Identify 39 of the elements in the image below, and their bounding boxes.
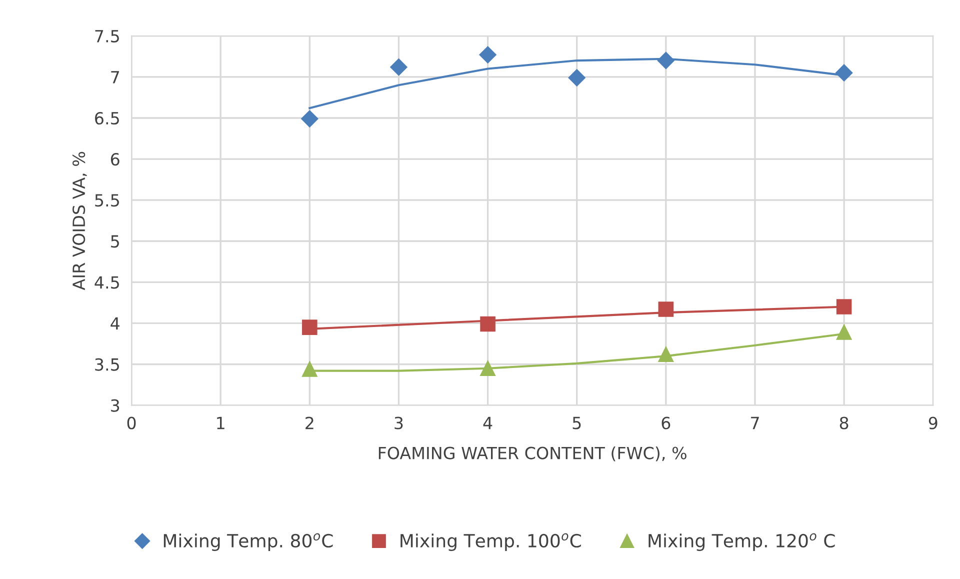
y-tick-label: 6.5 [95,112,119,125]
x-tick-label: 7 [751,416,759,430]
y-tick-label: 3 [111,399,120,412]
x-tick-label: 8 [840,416,848,430]
x-tick-label: 9 [928,416,938,430]
y-tick-label: 3.5 [95,358,119,371]
y-tick-label: 7 [111,71,119,84]
x-tick-label: 2 [306,416,314,430]
point [836,299,852,314]
point [480,316,496,332]
point [658,302,674,317]
x-tick-label: 6 [662,416,670,430]
point [301,110,318,128]
y-tick-label: 6 [110,152,120,166]
point [657,52,674,70]
x-axis-title: FOAMING WATER CONTENT (FWC), % [378,446,686,462]
point [836,324,852,340]
point [302,362,318,377]
point [479,46,496,64]
x-tick-label: 0 [127,416,136,430]
y-axis-title: AIR VOIDS VA, % [72,152,87,290]
x-tick-label: 5 [572,416,581,430]
point [568,69,586,86]
x-tick-label: 3 [394,416,403,430]
x-tick-label: 4 [483,416,492,430]
legend-label: Mixing Temp. 120$^{o}$ C [648,533,835,552]
point [658,346,674,362]
point [480,360,496,376]
point [836,64,853,82]
point [390,58,408,76]
y-tick-label: 5.5 [95,194,119,207]
x-tick-label: 1 [217,416,224,430]
legend-label: Mixing Temp. 80$^{o}$C [164,533,333,552]
y-tick-label: 4 [110,317,120,330]
legend-label: Mixing Temp. 100$^{o}$C [400,533,581,552]
y-tick-label: 5 [111,235,119,248]
y-tick-label: 7.5 [95,30,119,42]
y-tick-label: 4.5 [94,276,119,289]
point [302,320,318,335]
